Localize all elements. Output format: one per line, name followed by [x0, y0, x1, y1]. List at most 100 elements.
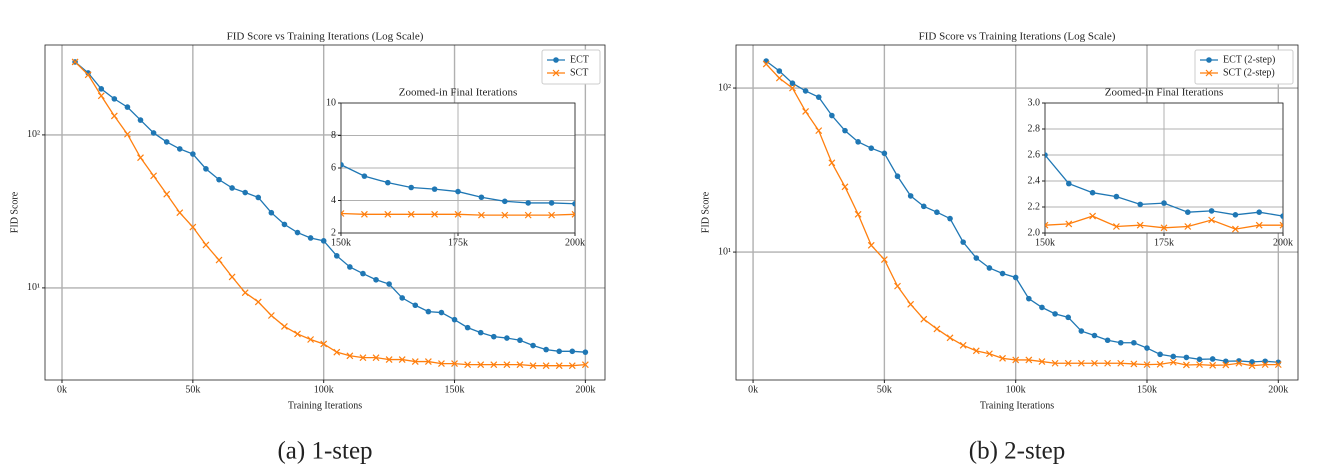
marker: [408, 184, 415, 191]
chart-title: FID Score vs Training Iterations (Log Sc…: [227, 31, 424, 43]
marker: [1196, 361, 1203, 369]
marker: [1045, 152, 1048, 158]
y-axis-label: FID Score: [700, 191, 711, 233]
marker: [1274, 361, 1282, 369]
x-tick-label: 200k: [1273, 237, 1293, 248]
marker: [1279, 221, 1283, 229]
marker: [1222, 358, 1229, 365]
marker: [360, 270, 366, 277]
legend: ECT SCT: [541, 49, 601, 85]
marker: [802, 108, 810, 115]
y-tick-label: 2.2: [1028, 201, 1041, 212]
marker: [455, 188, 461, 195]
marker: [372, 354, 380, 362]
marker: [1170, 353, 1177, 360]
marker: [1131, 339, 1137, 346]
marker: [1280, 213, 1283, 219]
series-line: [74, 61, 586, 367]
marker: [1045, 221, 1049, 229]
marker: [828, 159, 836, 167]
marker: [1065, 314, 1072, 321]
marker: [333, 253, 340, 259]
marker: [501, 211, 509, 219]
marker: [229, 185, 235, 191]
marker: [110, 112, 118, 120]
x-tick-label: 150k: [1035, 237, 1055, 248]
marker: [894, 173, 901, 180]
marker: [1160, 224, 1168, 232]
marker: [431, 186, 438, 192]
marker: [802, 88, 809, 94]
legend-label: ECT (2-step): [1223, 54, 1275, 65]
marker: [973, 255, 980, 261]
marker: [868, 145, 875, 151]
marker: [986, 265, 993, 271]
marker: [1182, 361, 1190, 369]
marker: [189, 223, 197, 231]
marker: [946, 334, 954, 342]
marker: [228, 273, 236, 281]
y-tick-label: 2.4: [1028, 175, 1041, 186]
legend-label: SCT: [570, 67, 588, 78]
marker: [464, 361, 472, 369]
marker: [1130, 360, 1138, 368]
marker: [1091, 332, 1098, 339]
marker: [529, 362, 537, 370]
marker: [346, 352, 354, 360]
marker: [190, 151, 196, 157]
marker: [490, 361, 498, 369]
marker: [999, 270, 1006, 277]
marker: [1144, 345, 1150, 351]
marker: [1261, 361, 1269, 369]
marker: [84, 71, 92, 79]
marker: [524, 211, 532, 219]
plot-frame: [340, 102, 576, 234]
marker: [431, 210, 439, 218]
marker: [855, 139, 861, 145]
marker: [1208, 216, 1216, 224]
marker: [1052, 311, 1058, 317]
legend-label: SCT (2-step): [1223, 67, 1275, 78]
marker: [384, 210, 392, 218]
marker: [399, 295, 405, 301]
y-tick-label: 2.8: [1028, 123, 1041, 134]
marker: [1256, 209, 1262, 215]
marker: [360, 210, 368, 218]
x-axis-label: Training Iterations: [980, 400, 1054, 411]
marker: [762, 60, 770, 68]
marker: [867, 241, 875, 249]
marker: [548, 200, 555, 206]
marker: [97, 92, 105, 100]
marker: [1117, 359, 1125, 367]
x-tick-label: 0k: [748, 384, 758, 395]
marker: [1209, 356, 1216, 362]
marker: [307, 336, 315, 343]
series-group: [71, 58, 589, 370]
marker: [176, 209, 184, 217]
x-tick-label: 100k: [1006, 384, 1026, 395]
marker: [1196, 356, 1203, 363]
marker: [398, 356, 406, 363]
series-group: [1045, 152, 1283, 233]
marker: [1184, 223, 1192, 230]
marker: [111, 96, 118, 102]
y-tick-label: 4: [331, 195, 336, 206]
legend-marker: [552, 69, 560, 77]
x-tick-label: 175k: [1154, 237, 1174, 248]
marker: [85, 70, 91, 76]
marker: [569, 348, 576, 355]
legend-marker: [1206, 57, 1212, 63]
marker: [1232, 212, 1239, 218]
marker: [412, 302, 419, 309]
marker: [1113, 193, 1120, 200]
marker: [1064, 359, 1072, 367]
y-tick-label: 10²: [718, 82, 731, 93]
legend-marker: [1205, 69, 1213, 77]
y-tick-label: 8: [331, 130, 336, 141]
marker: [71, 58, 79, 66]
x-tick-label: 175k: [448, 237, 468, 248]
inset-chart: 150k 175k 200k 2 4 6 8 10 Zoomed-in Final Iterat…: [326, 87, 585, 249]
x-tick-label: 0k: [57, 384, 67, 395]
marker: [281, 322, 288, 330]
